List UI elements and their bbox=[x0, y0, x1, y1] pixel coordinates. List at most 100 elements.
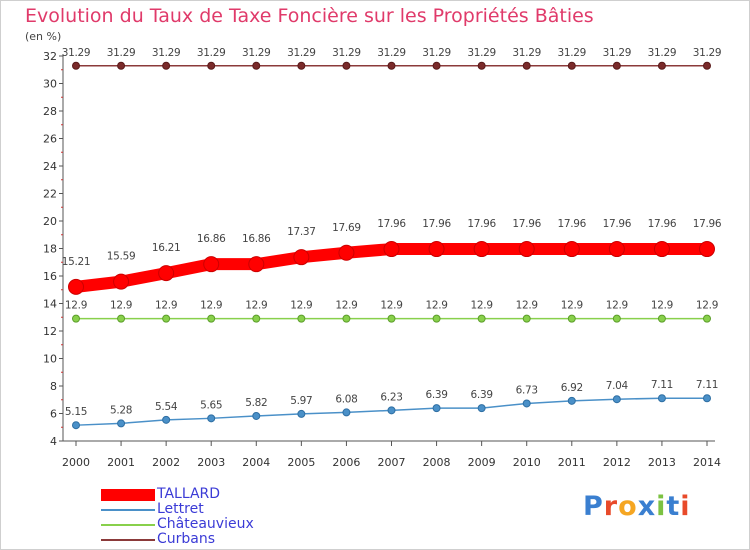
point-tallard-2002 bbox=[158, 265, 175, 282]
y-tick-label-24: 24 bbox=[43, 160, 57, 173]
data-label-tallard-2012: 17.96 bbox=[603, 218, 632, 230]
point-lettret-2012 bbox=[612, 395, 621, 404]
data-label-chateauvieux-2011: 12.9 bbox=[561, 300, 583, 312]
data-label-curbans-2003: 31.29 bbox=[197, 47, 226, 59]
legend-label-chateauvieux: Châteauvieux bbox=[157, 516, 254, 532]
y-tick-label-4: 4 bbox=[50, 435, 57, 448]
y-tick-label-14: 14 bbox=[43, 298, 57, 311]
point-lettret-2013 bbox=[657, 394, 666, 403]
legend-item-lettret: Lettret bbox=[101, 502, 254, 517]
x-tick-label-2007: 2007 bbox=[378, 456, 406, 469]
point-chateauvieux-2014 bbox=[703, 314, 711, 323]
data-label-curbans-2004: 31.29 bbox=[242, 47, 271, 59]
data-label-chateauvieux-2000: 12.9 bbox=[65, 300, 87, 312]
point-lettret-2014 bbox=[703, 394, 711, 403]
data-label-curbans-2006: 31.29 bbox=[332, 47, 361, 59]
point-curbans-2008 bbox=[432, 61, 441, 70]
data-label-tallard-2002: 16.21 bbox=[152, 242, 181, 254]
data-label-curbans-2011: 31.29 bbox=[558, 47, 587, 59]
point-chateauvieux-2007 bbox=[387, 314, 396, 323]
legend-label-curbans: Curbans bbox=[157, 531, 216, 547]
point-curbans-2009 bbox=[477, 61, 486, 70]
point-chateauvieux-2000 bbox=[72, 314, 80, 323]
data-label-tallard-2003: 16.86 bbox=[197, 233, 226, 245]
point-lettret-2010 bbox=[522, 399, 531, 408]
data-label-tallard-2014: 17.96 bbox=[693, 218, 722, 230]
data-label-tallard-2010: 17.96 bbox=[512, 218, 541, 230]
data-label-tallard-2006: 17.69 bbox=[332, 222, 361, 234]
data-label-chateauvieux-2006: 12.9 bbox=[335, 300, 357, 312]
point-curbans-2003 bbox=[207, 61, 216, 70]
x-tick-label-2006: 2006 bbox=[332, 456, 360, 469]
x-tick-label-2012: 2012 bbox=[603, 456, 631, 469]
x-tick-label-2000: 2000 bbox=[62, 456, 90, 469]
data-label-lettret-2001: 5.28 bbox=[110, 404, 132, 416]
data-label-chateauvieux-2004: 12.9 bbox=[245, 300, 267, 312]
y-tick-label-16: 16 bbox=[43, 270, 57, 283]
point-chateauvieux-2003 bbox=[207, 314, 216, 323]
point-tallard-2001 bbox=[113, 273, 130, 290]
data-label-chateauvieux-2001: 12.9 bbox=[110, 300, 132, 312]
point-chateauvieux-2011 bbox=[567, 314, 576, 323]
point-chateauvieux-2008 bbox=[432, 314, 441, 323]
data-label-tallard-2013: 17.96 bbox=[648, 218, 677, 230]
point-tallard-2000 bbox=[68, 278, 84, 295]
data-label-chateauvieux-2003: 12.9 bbox=[200, 300, 222, 312]
point-lettret-2001 bbox=[117, 419, 126, 428]
point-curbans-2012 bbox=[612, 61, 621, 70]
x-tick-label-2013: 2013 bbox=[648, 456, 676, 469]
data-label-curbans-2002: 31.29 bbox=[152, 47, 181, 59]
point-lettret-2009 bbox=[477, 404, 486, 413]
data-label-curbans-2007: 31.29 bbox=[377, 47, 406, 59]
data-label-chateauvieux-2008: 12.9 bbox=[425, 300, 447, 312]
point-lettret-2005 bbox=[297, 409, 306, 418]
point-lettret-2006 bbox=[342, 408, 351, 417]
point-tallard-2003 bbox=[203, 256, 220, 273]
point-chateauvieux-2001 bbox=[117, 314, 126, 323]
y-tick-label-6: 6 bbox=[50, 408, 57, 421]
legend-label-tallard: TALLARD bbox=[157, 486, 221, 502]
y-tick-label-32: 32 bbox=[43, 50, 57, 63]
data-label-curbans-2010: 31.29 bbox=[512, 47, 541, 59]
point-curbans-2000 bbox=[72, 61, 80, 70]
data-label-chateauvieux-2002: 12.9 bbox=[155, 300, 177, 312]
point-chateauvieux-2002 bbox=[162, 314, 171, 323]
point-chateauvieux-2004 bbox=[252, 314, 261, 323]
point-tallard-2011 bbox=[563, 241, 580, 258]
data-label-tallard-2001: 15.59 bbox=[107, 251, 136, 263]
point-chateauvieux-2013 bbox=[657, 314, 666, 323]
legend-item-chateauvieux: Châteauvieux bbox=[101, 517, 254, 532]
data-label-lettret-2006: 6.08 bbox=[335, 393, 357, 405]
data-label-chateauvieux-2013: 12.9 bbox=[651, 300, 673, 312]
point-chateauvieux-2006 bbox=[342, 314, 351, 323]
legend-label-lettret: Lettret bbox=[157, 501, 204, 517]
data-label-tallard-2007: 17.96 bbox=[377, 218, 406, 230]
point-tallard-2006 bbox=[338, 244, 355, 261]
logo-letter-0: P bbox=[583, 491, 604, 522]
logo-letter-1: r bbox=[603, 491, 619, 522]
data-label-curbans-2009: 31.29 bbox=[467, 47, 496, 59]
point-tallard-2012 bbox=[608, 241, 625, 258]
axes: 4 6 8 10 12 14 16 18 20 22 24 26 28 30 32 2000 2001 2002 2… bbox=[43, 50, 721, 469]
data-label-curbans-2008: 31.29 bbox=[422, 47, 451, 59]
point-tallard-2005 bbox=[293, 249, 310, 266]
y-tick-label-8: 8 bbox=[50, 380, 57, 393]
data-label-lettret-2012: 7.04 bbox=[606, 380, 629, 392]
data-label-tallard-2004: 16.86 bbox=[242, 233, 271, 245]
point-lettret-2011 bbox=[567, 396, 576, 405]
data-label-chateauvieux-2009: 12.9 bbox=[471, 300, 493, 312]
y-tick-label-26: 26 bbox=[43, 133, 57, 146]
point-lettret-2004 bbox=[252, 411, 261, 420]
point-lettret-2007 bbox=[387, 406, 396, 415]
point-chateauvieux-2010 bbox=[522, 314, 531, 323]
point-chateauvieux-2012 bbox=[612, 314, 621, 323]
point-lettret-2000 bbox=[72, 421, 80, 430]
data-label-lettret-2002: 5.54 bbox=[155, 401, 178, 413]
data-label-lettret-2007: 6.23 bbox=[380, 391, 402, 403]
x-tick-label-2004: 2004 bbox=[242, 456, 270, 469]
logo-letter-3: x bbox=[637, 491, 657, 522]
point-curbans-2013 bbox=[657, 61, 666, 70]
y-tick-label-28: 28 bbox=[43, 105, 57, 118]
point-curbans-2001 bbox=[117, 61, 126, 70]
series-layer: 31.29 31.29 31.29 31.29 31.29 31.29 31.29 31.29… bbox=[62, 47, 722, 430]
